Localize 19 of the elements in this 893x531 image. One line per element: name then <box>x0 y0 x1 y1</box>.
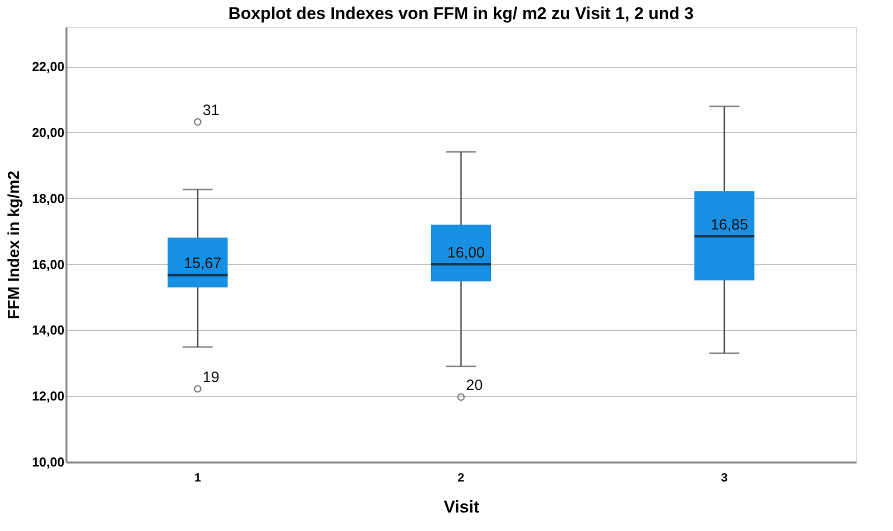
x-tick-label: 3 <box>720 470 728 484</box>
x-tick-label: 2 <box>458 470 465 484</box>
y-tick-label: 22,00 <box>32 59 64 74</box>
y-tick-label: 10,00 <box>32 454 64 470</box>
text: 16,85 <box>710 216 748 234</box>
x-tick-label: 1 <box>194 470 202 484</box>
annotation: 31 <box>202 102 220 119</box>
y-axis-title: FFM Index in kg/m2 <box>6 170 23 320</box>
annotation: 19 <box>202 368 220 386</box>
y-tick-label: 16,00 <box>32 256 64 272</box>
x-axis-title: Visit <box>444 498 480 516</box>
annotation: 20 <box>466 377 483 394</box>
text: 15,67 <box>184 255 222 272</box>
y-tick-label: 14,00 <box>32 322 64 338</box>
y-tick-label: 18,00 <box>32 190 64 206</box>
text: 16,00 <box>447 244 485 262</box>
y-tick-label: 20,00 <box>32 124 64 140</box>
chart-title: Boxplot des Indexes von FFM in kg/ m2 zu Visit 1, 2 und 3 <box>228 4 694 23</box>
y-tick-label: 12,00 <box>32 388 64 404</box>
